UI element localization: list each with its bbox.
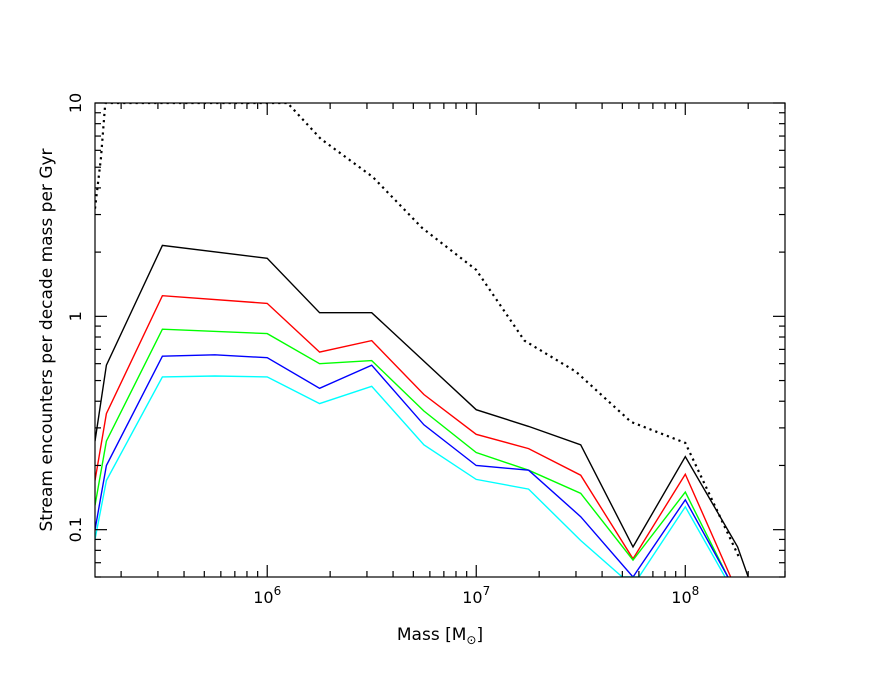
series-line-4	[95, 354, 729, 577]
series-line-1	[95, 244, 749, 577]
x-axis-title-sub: ⊙	[466, 633, 476, 647]
y-axis-title: Stream encounters per decade mass per Gy…	[37, 148, 57, 531]
series-line-2	[95, 294, 732, 577]
x-axis-title: Mass [M⊙]	[397, 625, 483, 647]
x-tick-label: 106	[253, 584, 281, 607]
y-tick-label: 1	[66, 311, 85, 321]
series-layer	[95, 103, 749, 577]
series-line-3	[95, 328, 729, 577]
plot-frame	[94, 102, 786, 578]
tick-layer	[95, 102, 786, 578]
y-tick-label: 0.1	[66, 517, 85, 542]
series-line-5	[95, 375, 726, 577]
label-layer: 106 107 108 0.1 1 10	[66, 93, 699, 607]
x-axis-title-close: ]	[476, 625, 483, 645]
x-axis-title-main: Mass [M	[397, 625, 467, 645]
y-tick-label: 10	[66, 93, 85, 113]
x-tick-label: 107	[462, 584, 490, 607]
series-line-0	[95, 103, 740, 557]
x-tick-label: 108	[671, 584, 699, 607]
